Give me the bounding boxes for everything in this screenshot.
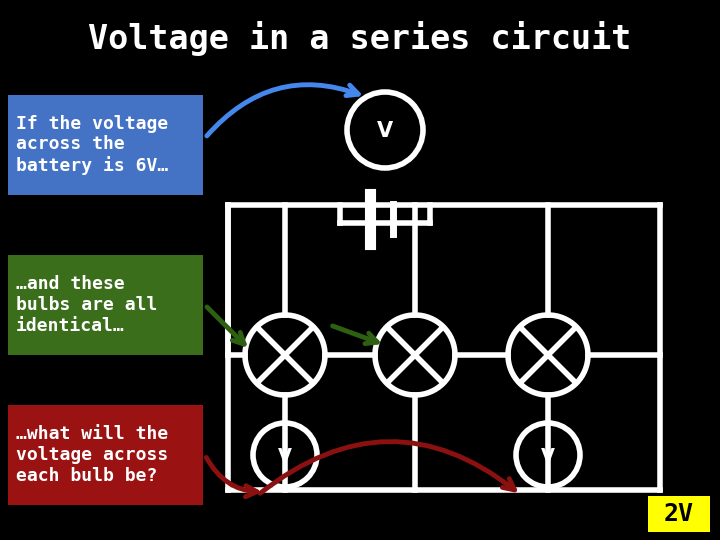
FancyBboxPatch shape: [648, 496, 710, 532]
Text: If the voltage
across the
battery is 6V…: If the voltage across the battery is 6V…: [16, 114, 168, 176]
Text: V: V: [278, 447, 292, 465]
Text: …and these
bulbs are all
identical…: …and these bulbs are all identical…: [16, 275, 158, 335]
Text: V: V: [541, 447, 555, 465]
FancyBboxPatch shape: [8, 255, 203, 355]
Text: 2V: 2V: [664, 502, 694, 526]
Text: Voltage in a series circuit: Voltage in a series circuit: [89, 21, 631, 56]
FancyBboxPatch shape: [8, 95, 203, 195]
Text: V: V: [377, 121, 393, 141]
FancyBboxPatch shape: [8, 405, 203, 505]
Text: …what will the
voltage across
each bulb be?: …what will the voltage across each bulb …: [16, 425, 168, 485]
